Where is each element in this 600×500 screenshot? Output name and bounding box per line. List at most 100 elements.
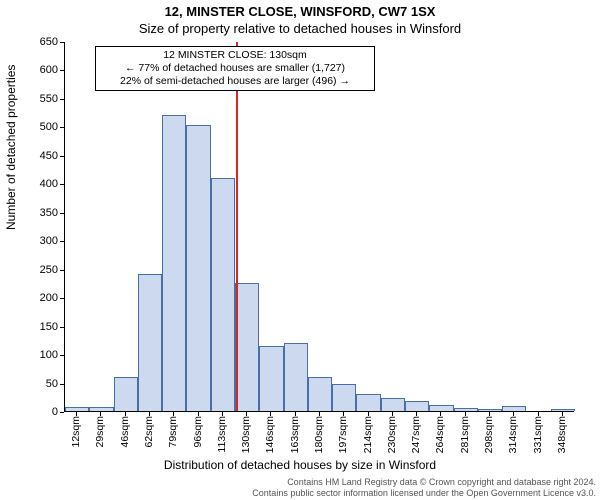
y-tick-label: 300 xyxy=(22,235,58,247)
x-tick-mark xyxy=(125,412,126,416)
y-tick-mark xyxy=(60,127,64,128)
x-tick-mark xyxy=(465,412,466,416)
chart-title-main: 12, MINSTER CLOSE, WINSFORD, CW7 1SX xyxy=(0,4,600,19)
x-tick-mark xyxy=(222,412,223,416)
y-tick-mark xyxy=(60,355,64,356)
histogram-bar xyxy=(162,115,186,411)
x-tick-mark xyxy=(100,412,101,416)
y-tick-label: 650 xyxy=(22,36,58,48)
y-tick-mark xyxy=(60,298,64,299)
x-tick-label: 79sqm xyxy=(167,416,179,448)
histogram-bar xyxy=(332,384,356,411)
y-tick-mark xyxy=(60,213,64,214)
y-tick-mark xyxy=(60,270,64,271)
x-tick-mark xyxy=(440,412,441,416)
x-tick-label: 113sqm xyxy=(216,416,228,453)
x-tick-mark xyxy=(562,412,563,416)
x-tick-mark xyxy=(295,412,296,416)
footer-line-2: Contains public sector information licen… xyxy=(0,488,596,498)
x-tick-mark xyxy=(416,412,417,416)
histogram-bar xyxy=(405,401,429,411)
histogram-bar xyxy=(308,377,332,411)
histogram-bar xyxy=(478,409,502,411)
histogram-bar xyxy=(454,408,478,411)
footer-line-1: Contains HM Land Registry data © Crown c… xyxy=(0,477,596,487)
y-tick-label: 50 xyxy=(22,378,58,390)
y-tick-mark xyxy=(60,70,64,71)
x-tick-label: 29sqm xyxy=(94,416,106,448)
histogram-bar xyxy=(284,343,308,411)
x-tick-label: 298sqm xyxy=(483,416,495,453)
x-tick-label: 197sqm xyxy=(337,416,349,453)
y-tick-label: 450 xyxy=(22,150,58,162)
histogram-bar xyxy=(381,398,405,411)
x-tick-label: 12sqm xyxy=(70,416,82,448)
annotation-line-1: 12 MINSTER CLOSE: 130sqm xyxy=(102,49,368,62)
histogram-bar xyxy=(235,283,259,411)
y-tick-label: 150 xyxy=(22,321,58,333)
histogram-bar xyxy=(114,377,138,411)
plot-inner xyxy=(65,42,574,411)
y-tick-label: 550 xyxy=(22,93,58,105)
x-tick-mark xyxy=(198,412,199,416)
histogram-bar xyxy=(89,407,113,411)
y-tick-mark xyxy=(60,384,64,385)
x-tick-label: 230sqm xyxy=(386,416,398,453)
x-tick-mark xyxy=(149,412,150,416)
histogram-bar xyxy=(502,406,526,411)
histogram-bar xyxy=(186,125,210,411)
chart-title-sub: Size of property relative to detached ho… xyxy=(0,21,600,36)
y-tick-label: 600 xyxy=(22,64,58,76)
reference-line xyxy=(236,42,238,411)
y-tick-mark xyxy=(60,241,64,242)
histogram-bar xyxy=(65,407,89,411)
x-tick-label: 247sqm xyxy=(410,416,422,453)
y-tick-label: 400 xyxy=(22,178,58,190)
x-tick-mark xyxy=(513,412,514,416)
x-tick-label: 46sqm xyxy=(119,416,131,448)
x-tick-mark xyxy=(173,412,174,416)
y-tick-mark xyxy=(60,184,64,185)
x-tick-mark xyxy=(489,412,490,416)
annotation-line-3: 22% of semi-detached houses are larger (… xyxy=(102,75,368,88)
x-tick-mark xyxy=(270,412,271,416)
x-tick-mark xyxy=(343,412,344,416)
x-tick-mark xyxy=(368,412,369,416)
annotation-line-2: ← 77% of detached houses are smaller (1,… xyxy=(102,62,368,75)
x-tick-label: 348sqm xyxy=(556,416,568,453)
histogram-bar xyxy=(551,409,575,411)
histogram-bar xyxy=(356,394,380,411)
x-tick-mark xyxy=(246,412,247,416)
x-tick-label: 130sqm xyxy=(240,416,252,453)
footer: Contains HM Land Registry data © Crown c… xyxy=(0,477,600,498)
chart-canvas: 12, MINSTER CLOSE, WINSFORD, CW7 1SX Siz… xyxy=(0,0,600,500)
x-tick-mark xyxy=(319,412,320,416)
histogram-bar xyxy=(259,346,283,411)
x-tick-mark xyxy=(392,412,393,416)
histogram-bar xyxy=(429,405,453,411)
annotation-box: 12 MINSTER CLOSE: 130sqm ← 77% of detach… xyxy=(95,46,375,91)
y-tick-mark xyxy=(60,412,64,413)
y-tick-label: 100 xyxy=(22,349,58,361)
y-tick-label: 250 xyxy=(22,264,58,276)
y-tick-label: 200 xyxy=(22,292,58,304)
x-tick-label: 62sqm xyxy=(143,416,155,448)
histogram-bar xyxy=(211,178,235,411)
y-tick-mark xyxy=(60,327,64,328)
x-tick-label: 163sqm xyxy=(289,416,301,453)
x-tick-label: 281sqm xyxy=(459,416,471,453)
y-tick-label: 0 xyxy=(22,406,58,418)
x-tick-label: 264sqm xyxy=(434,416,446,453)
x-tick-label: 331sqm xyxy=(532,416,544,453)
x-tick-label: 96sqm xyxy=(192,416,204,448)
histogram-bar xyxy=(138,274,162,411)
y-axis-title: Number of detached properties xyxy=(4,65,18,230)
x-tick-label: 146sqm xyxy=(264,416,276,453)
y-tick-mark xyxy=(60,99,64,100)
x-tick-label: 314sqm xyxy=(507,416,519,453)
y-tick-label: 350 xyxy=(22,207,58,219)
x-tick-label: 180sqm xyxy=(313,416,325,453)
y-tick-mark xyxy=(60,156,64,157)
y-tick-mark xyxy=(60,42,64,43)
x-axis-title: Distribution of detached houses by size … xyxy=(0,458,600,472)
